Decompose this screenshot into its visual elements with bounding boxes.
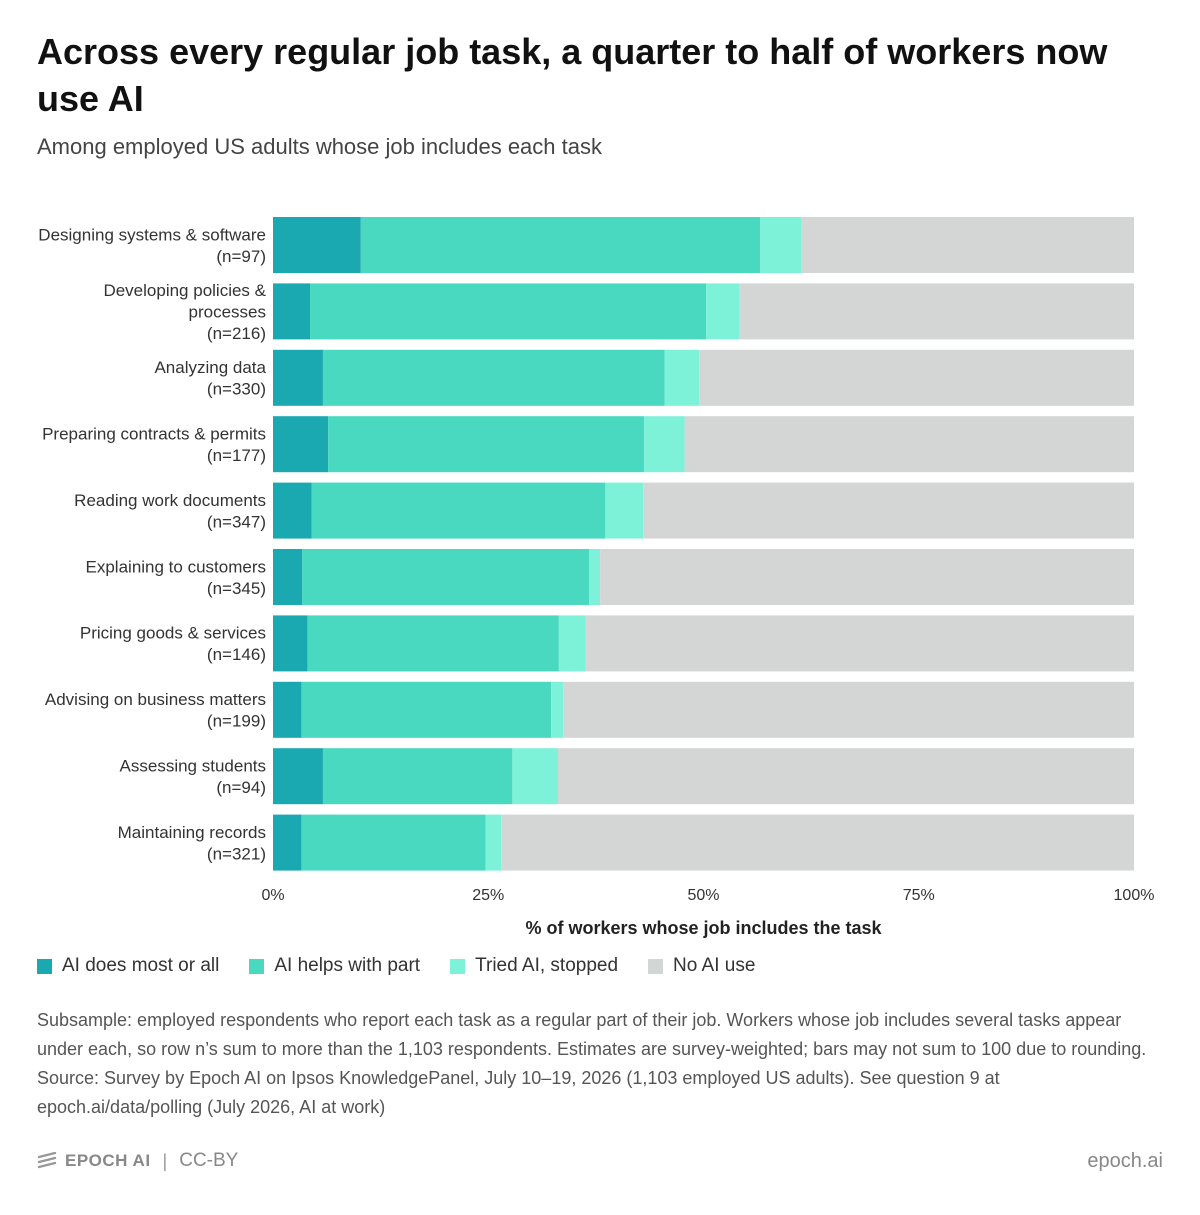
legend-label: AI helps with part xyxy=(274,955,421,976)
category-label: (n=345) xyxy=(207,579,266,598)
legend-label: Tried AI, stopped xyxy=(475,955,619,976)
legend-swatch xyxy=(37,958,52,974)
chart-subtitle: Among employed US adults whose job inclu… xyxy=(37,134,602,159)
category-label: (n=177) xyxy=(207,446,266,465)
category-label: Analyzing data xyxy=(154,358,266,377)
bar-segment xyxy=(273,681,302,738)
category-label: (n=94) xyxy=(216,778,266,797)
category-label: (n=321) xyxy=(207,844,266,863)
bar-segment xyxy=(551,681,564,738)
bar-segment xyxy=(273,549,303,605)
category-label: (n=347) xyxy=(207,512,266,531)
legend-item: AI helps with part xyxy=(249,955,420,977)
chart-title: Across every regular job task, a quarter… xyxy=(37,31,1108,119)
legend-item: Tried AI, stopped xyxy=(450,955,618,977)
legend-swatch xyxy=(450,958,466,974)
footer-separator: | xyxy=(162,1150,168,1171)
legend-label: AI does most or all xyxy=(62,955,220,976)
bar-segment xyxy=(302,549,589,605)
bar-segment xyxy=(664,349,700,406)
bar-segment xyxy=(760,217,802,273)
bar-segment xyxy=(585,615,1134,672)
legend-label: No AI use xyxy=(673,955,756,976)
category-label: Preparing contracts & permits xyxy=(42,424,266,443)
bar-segment xyxy=(706,283,740,340)
bar-segment xyxy=(273,217,361,273)
x-tick-label: 0% xyxy=(261,887,284,904)
bar-segment xyxy=(699,349,1134,406)
site-link[interactable]: epoch.ai xyxy=(1087,1150,1163,1172)
bar-segment xyxy=(301,681,552,738)
x-axis-title: % of workers whose job includes the task xyxy=(525,918,882,938)
category-label: Designing systems & software xyxy=(38,225,266,244)
category-label: Maintaining records xyxy=(118,823,266,842)
bar-segment xyxy=(643,482,1134,539)
bar-segment xyxy=(485,814,502,871)
footer-brand: EPOCH AI | CC-BY xyxy=(37,1150,238,1172)
category-label: Developing policies & xyxy=(103,281,266,300)
brand-name: EPOCH AI xyxy=(65,1151,151,1170)
category-label: Reading work documents xyxy=(74,491,266,510)
bar-segment xyxy=(301,814,486,871)
bar-segment xyxy=(307,615,559,672)
bar-segment xyxy=(273,283,311,340)
bar-segment xyxy=(322,748,513,805)
category-label: processes xyxy=(189,302,266,321)
legend-swatch xyxy=(249,958,265,974)
legend-item: AI does most or all xyxy=(37,955,219,977)
source-note: Subsample: employed respondents who repo… xyxy=(37,1010,1147,1117)
bar-segment xyxy=(273,349,323,406)
bar-segment xyxy=(310,283,707,340)
bar-segment xyxy=(273,482,312,539)
category-label: (n=199) xyxy=(207,712,266,731)
bar-segment xyxy=(328,416,645,473)
bar-segment xyxy=(273,748,323,805)
bar-segment xyxy=(644,416,685,473)
bar-segment xyxy=(360,217,761,273)
bar-segment xyxy=(558,615,586,672)
category-label: (n=330) xyxy=(207,380,266,399)
x-tick-label: 50% xyxy=(687,887,719,904)
category-label: (n=216) xyxy=(207,324,266,343)
bar-segment xyxy=(801,217,1134,273)
epoch-logo-icon xyxy=(37,1152,57,1169)
bar-segment xyxy=(600,549,1134,605)
bar-segment xyxy=(739,283,1134,340)
x-tick-label: 25% xyxy=(472,887,504,904)
x-tick-label: 75% xyxy=(903,887,935,904)
bar-segment xyxy=(322,349,665,406)
bar-segment xyxy=(563,681,1134,738)
category-label: Explaining to customers xyxy=(86,557,266,576)
chart-legend: AI does most or all AI helps with part Tri… xyxy=(37,955,785,977)
bar-segment xyxy=(273,814,302,871)
legend-swatch xyxy=(648,958,664,974)
bar-segment xyxy=(605,482,644,539)
bar-segment xyxy=(273,615,308,672)
stacked-bar-chart: Designing systems & software (n=97) Develo… xyxy=(38,217,1155,938)
legend-item: No AI use xyxy=(648,955,755,977)
category-label: Pricing goods & services xyxy=(80,624,266,643)
bar-segment xyxy=(273,416,329,473)
bar-segment xyxy=(588,549,601,605)
x-tick-label: 100% xyxy=(1114,887,1155,904)
bar-segment xyxy=(557,748,1134,805)
bar-segment xyxy=(501,814,1134,871)
bar-segment xyxy=(512,748,558,805)
bar-segment xyxy=(684,416,1134,473)
license-label: CC-BY xyxy=(179,1150,239,1171)
category-label: (n=97) xyxy=(216,247,266,266)
category-label: (n=146) xyxy=(207,645,266,664)
category-label: Assessing students xyxy=(120,756,266,775)
category-label: Advising on business matters xyxy=(45,690,266,709)
bar-segment xyxy=(311,482,606,539)
